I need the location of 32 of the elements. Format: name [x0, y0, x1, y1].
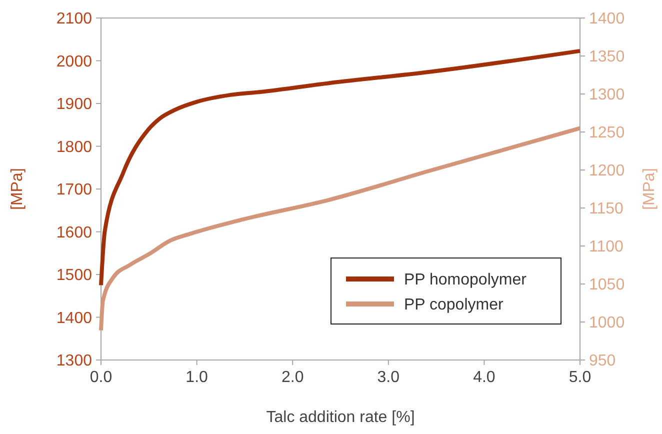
- x-tick-label: 0.0: [90, 369, 112, 386]
- y2-tick-label: 1000: [589, 314, 625, 332]
- x-axis-title: Talc addition rate [%]: [266, 409, 415, 426]
- y2-tick-label: 1050: [589, 276, 625, 294]
- y-tick-label: 1900: [56, 96, 92, 114]
- y2-tick-label: 1400: [589, 10, 625, 28]
- y-tick-label: 1700: [56, 182, 92, 199]
- y-tick-label: 1400: [56, 310, 92, 327]
- y-tick-label: 1300: [56, 352, 92, 370]
- y-tick-label: 2000: [56, 53, 92, 70]
- y-tick-label: 2100: [56, 10, 92, 28]
- legend-label: PP copolymer: [404, 296, 504, 314]
- y2-tick-label: 1200: [589, 162, 625, 180]
- line-series: [99, 48, 582, 288]
- x-tick-label: 5.0: [568, 369, 592, 386]
- y-axis-title: [MPa]: [9, 168, 26, 210]
- y2-tick-label: 1350: [589, 48, 625, 66]
- y-tick-label: 1500: [56, 267, 92, 284]
- y2-tick-label: 1150: [589, 200, 624, 218]
- y2-tick-label: 1250: [589, 124, 625, 142]
- y2-tick-label: 950: [589, 352, 616, 370]
- y2-tick-label: 1100: [589, 238, 624, 256]
- legend-label: PP homopolymer: [404, 272, 528, 289]
- line-series: [99, 126, 582, 332]
- y2-tick-label: 1300: [589, 86, 625, 104]
- y2-axis-title: [MPa]: [641, 168, 658, 210]
- y-tick-label: 1600: [56, 224, 92, 242]
- y-tick-label: 1800: [56, 138, 92, 156]
- x-tick-label: 2.0: [281, 369, 304, 386]
- x-tick-label: 1.0: [186, 369, 208, 386]
- x-tick-label: 3.0: [377, 369, 400, 386]
- x-tick-label: 4.0: [473, 369, 496, 386]
